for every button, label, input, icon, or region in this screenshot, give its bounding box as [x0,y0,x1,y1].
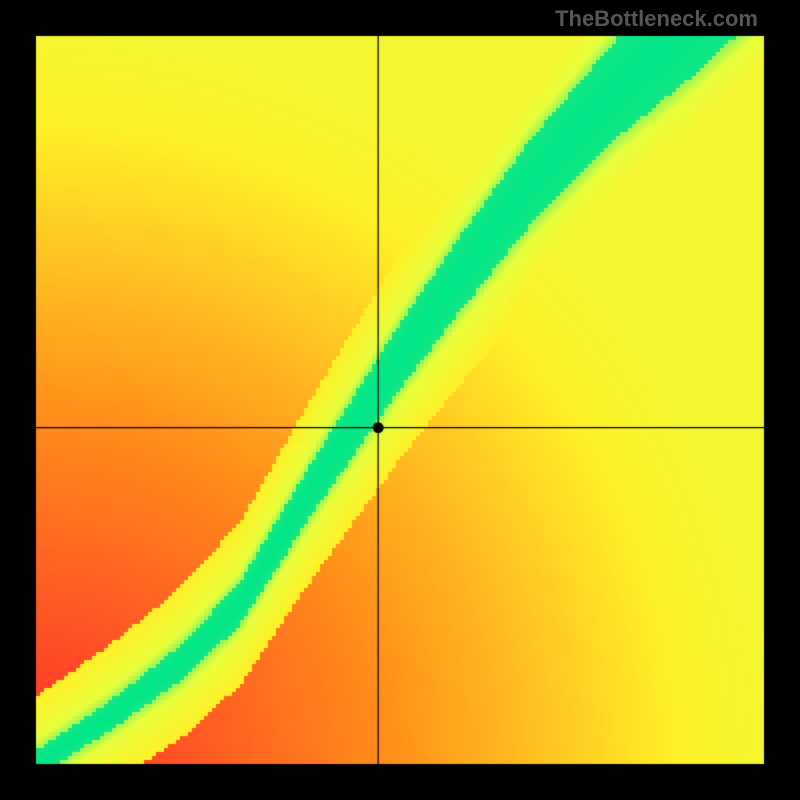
chart-container: TheBottleneck.com [0,0,800,800]
heatmap-canvas [0,0,800,800]
watermark-text: TheBottleneck.com [555,6,758,32]
